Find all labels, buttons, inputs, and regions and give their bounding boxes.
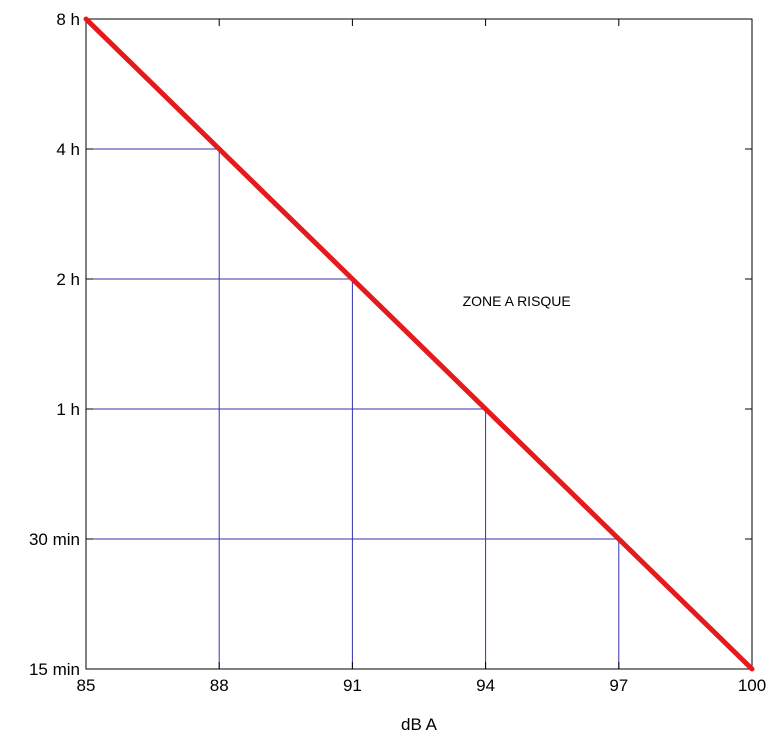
x-tick-label: 88	[210, 676, 229, 695]
x-tick-label: 100	[738, 676, 766, 695]
x-tick-label: 91	[343, 676, 362, 695]
x-tick-label: 94	[476, 676, 495, 695]
y-tick-label: 8 h	[56, 10, 80, 29]
x-tick-label: 97	[609, 676, 628, 695]
y-tick-label: 4 h	[56, 140, 80, 159]
zone-annotation: ZONE A RISQUE	[463, 293, 571, 309]
y-tick-label: 15 min	[29, 660, 80, 679]
y-tick-label: 2 h	[56, 270, 80, 289]
y-tick-label: 30 min	[29, 530, 80, 549]
x-axis-label: dB A	[401, 715, 438, 734]
y-tick-label: 1 h	[56, 400, 80, 419]
